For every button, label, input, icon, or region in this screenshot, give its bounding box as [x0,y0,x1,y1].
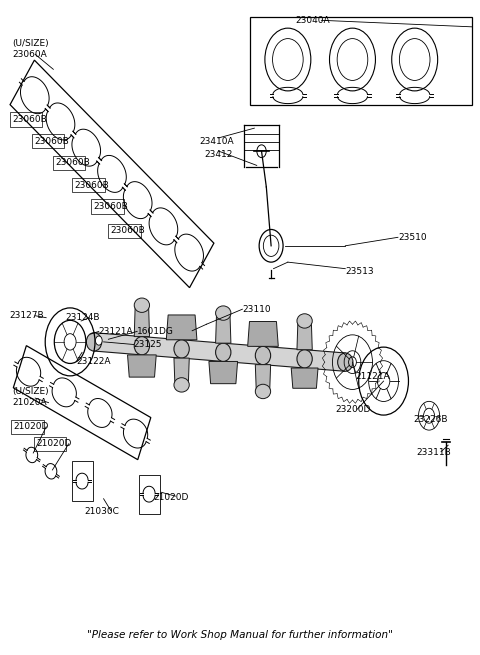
Text: 23060B: 23060B [74,181,109,189]
Text: 23124B: 23124B [65,313,100,322]
Bar [11,420,44,434]
Text: 21030C: 21030C [84,508,120,516]
Text: 21020D: 21020D [13,422,49,432]
Polygon shape [297,321,312,350]
Polygon shape [263,346,305,368]
Bar [34,437,66,451]
Text: 23410A: 23410A [199,137,234,145]
Text: 1601DG: 1601DG [137,327,174,336]
Text: (U/SIZE): (U/SIZE) [12,39,49,48]
Ellipse shape [216,306,231,320]
Ellipse shape [86,333,102,351]
Text: 23127B: 23127B [9,311,44,320]
Ellipse shape [216,343,231,362]
Text: 23412: 23412 [204,150,232,159]
Text: 21020A: 21020A [12,398,48,407]
Ellipse shape [134,337,150,355]
Bar [108,223,141,238]
Text: 23060A: 23060A [12,50,48,59]
Text: 23121A: 23121A [99,327,133,336]
Text: 23040A: 23040A [295,16,330,25]
Text: 23060B: 23060B [94,202,128,211]
Polygon shape [142,337,182,358]
Text: 23060B: 23060B [111,226,145,235]
Bar [10,113,42,127]
Bar [72,462,93,500]
Polygon shape [255,365,271,392]
Ellipse shape [337,353,353,371]
Text: 21020D: 21020D [153,493,188,502]
Bar [72,178,105,192]
Text: 23122A: 23122A [76,357,111,366]
Text: 23311B: 23311B [416,449,451,457]
Ellipse shape [134,298,150,312]
Polygon shape [94,333,142,355]
Text: 23125: 23125 [134,340,162,349]
Circle shape [96,336,102,345]
Text: 23060B: 23060B [12,115,47,124]
Text: (U/SIZE): (U/SIZE) [12,387,49,396]
Ellipse shape [255,346,271,365]
Polygon shape [216,313,231,343]
Ellipse shape [255,384,271,399]
Polygon shape [291,368,318,388]
Text: 23060B: 23060B [34,137,69,145]
Text: 23513: 23513 [345,267,374,276]
Bar [53,156,85,170]
Text: 23510: 23510 [398,233,427,242]
Polygon shape [248,322,278,346]
Ellipse shape [174,340,189,358]
Bar [139,475,160,514]
Bar [91,199,124,214]
Polygon shape [304,350,346,371]
Ellipse shape [174,378,189,392]
Text: 23060B: 23060B [55,159,90,167]
Polygon shape [181,340,224,362]
Polygon shape [134,305,150,337]
Ellipse shape [297,350,312,368]
Text: 23110: 23110 [242,305,271,314]
Text: 23226B: 23226B [413,415,448,424]
Ellipse shape [297,314,312,328]
Text: 23200D: 23200D [336,405,371,414]
Polygon shape [223,343,264,365]
Text: 21020D: 21020D [36,440,72,448]
Polygon shape [166,315,197,340]
Polygon shape [209,362,238,384]
Text: "Please refer to Work Shop Manual for further information": "Please refer to Work Shop Manual for fu… [87,630,393,640]
Bar [32,134,64,149]
Polygon shape [174,358,189,385]
Text: 21121A: 21121A [356,372,390,381]
Polygon shape [128,355,156,377]
